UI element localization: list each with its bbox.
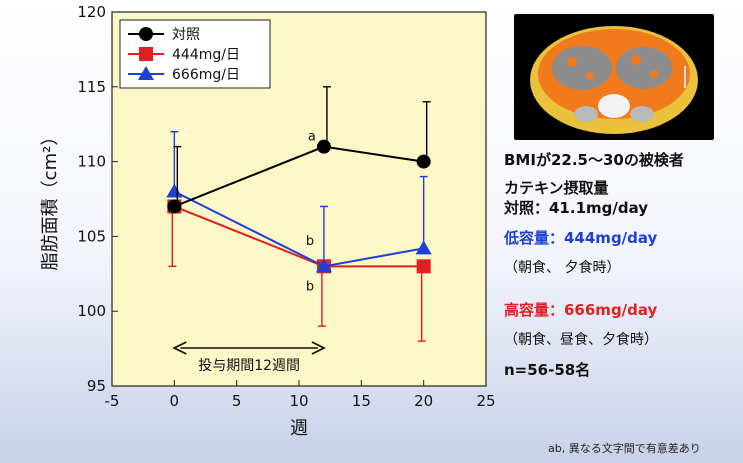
series-circle [167, 86, 431, 214]
low-dose: 低容量：444mg/day [504, 229, 658, 247]
catechin-label: カテキン摂取量 [504, 179, 609, 197]
x-tick-label: 20 [414, 392, 433, 410]
data-point [416, 259, 431, 274]
legend-label: 444mg/日 [172, 47, 240, 63]
x-tick-label: 15 [352, 392, 371, 410]
x-tick-label: 25 [476, 392, 495, 410]
abdominal-ct-illustration [530, 26, 698, 134]
data-point [316, 139, 331, 154]
series-layer [166, 86, 432, 342]
x-axis-label: 週 [290, 418, 308, 439]
significance-letter: b [306, 279, 314, 294]
y-axis-label: 脂肪面積（cm²） [40, 128, 61, 271]
subjects-text: BMIが22.5〜30の被検者 [504, 151, 684, 169]
y-tick-label: 95 [87, 377, 106, 395]
y-tick-label: 110 [77, 153, 106, 171]
period-arrow-right-head [311, 341, 326, 355]
y-tick-label: 100 [77, 302, 106, 320]
high-dose: 高容量：666mg/day [504, 301, 658, 319]
legend: 対照 444mg/日 666mg/日 [119, 19, 271, 89]
sample-size: n=56-58名 [504, 361, 591, 379]
y-tick-label: 115 [77, 78, 106, 96]
data-point [315, 258, 332, 273]
period-label: 投与期間12週間 [198, 358, 300, 374]
significance-letter: b [306, 234, 314, 249]
ct-scan-image [514, 14, 714, 140]
study-info-panel: BMIが22.5〜30の被検者 カテキン摂取量 対照：41.1mg/day 低容… [504, 150, 734, 380]
x-tick-label: -5 [105, 392, 120, 410]
high-dose-timing: （朝食、昼食、夕食時） [504, 332, 658, 348]
y-tick-label: 120 [77, 3, 106, 21]
data-point [167, 199, 182, 214]
annotations: a b b 投与期間12週間 [172, 130, 326, 374]
x-tick-label: 10 [289, 392, 308, 410]
data-point [166, 183, 183, 198]
axes: -5 0 5 10 15 20 25 95 100 105 110 115 120 [77, 3, 495, 410]
series-triangle [166, 130, 432, 273]
x-tick-label: 5 [232, 392, 242, 410]
legend-label: 666mg/日 [172, 67, 240, 83]
legend-marker [139, 27, 153, 41]
legend-label: 対照 [172, 27, 200, 43]
y-tick-label: 105 [77, 227, 106, 245]
significance-letter: a [308, 130, 316, 145]
legend-marker [139, 47, 153, 61]
legend-marker [138, 66, 154, 80]
x-tick-label: 0 [170, 392, 180, 410]
period-arrow-left-head [172, 341, 187, 355]
data-point [415, 240, 432, 255]
control-dose: 対照：41.1mg/day [504, 199, 649, 217]
significance-footnote: ab, 異なる文字間で有意差あり [548, 442, 701, 455]
low-dose-timing: （朝食、 夕食時） [504, 260, 621, 276]
data-point [416, 154, 431, 169]
